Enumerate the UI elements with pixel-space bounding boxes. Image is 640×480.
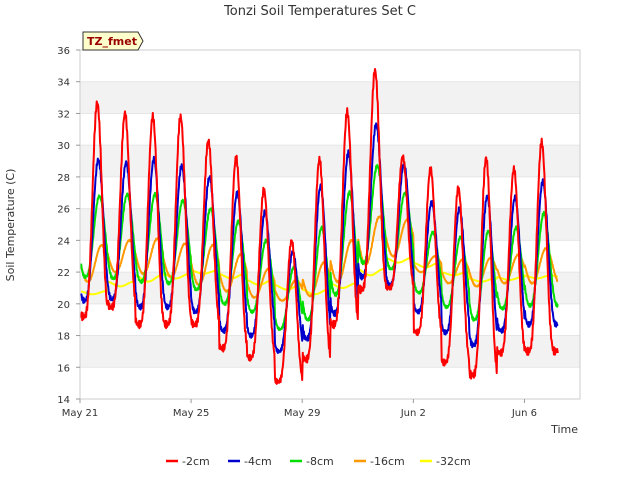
plot-frame [79, 49, 581, 400]
legend-label-minus-4cm: -4cm [244, 455, 272, 468]
y-tick-label: 18 [57, 332, 70, 343]
y-tick-label: 30 [57, 141, 70, 152]
grid-band [80, 208, 580, 241]
grid-band [80, 81, 580, 114]
series-line-minus-2cm [80, 68, 559, 385]
station-badge: TZ_fmet [82, 31, 144, 51]
chart-title: Tonzi Soil Temperatures Set C [223, 4, 416, 19]
x-tick-label: May 29 [284, 408, 321, 419]
x-axis-label: Time [550, 423, 578, 436]
series-layer [80, 68, 559, 385]
x-tick-label: May 25 [173, 408, 210, 419]
y-tick-label: 32 [57, 109, 70, 120]
x-tick-label: Jun 2 [400, 408, 426, 419]
legend-label-minus-32cm: -32cm [436, 455, 471, 468]
x-axis-ticks: May 21 May 25 May 29 Jun 2 Jun 6 [62, 399, 537, 419]
y-tick-label: 36 [57, 46, 70, 57]
y-tick-label: 34 [57, 78, 70, 89]
y-tick-label: 28 [57, 173, 70, 184]
y-axis-label: Soil Temperature (C) [4, 169, 17, 282]
x-tick-label: May 21 [62, 408, 99, 419]
station-badge-shape [82, 31, 144, 51]
y-axis-ticks: 14 16 18 20 22 24 26 28 30 32 34 36 [57, 46, 80, 406]
x-tick-label: Jun 6 [511, 408, 537, 419]
y-tick-label: 20 [57, 300, 70, 311]
grid-bands [80, 81, 580, 368]
y-tick-label: 24 [57, 236, 70, 247]
station-badge-label: TZ_fmet [87, 35, 137, 48]
y-tick-label: 22 [57, 268, 70, 279]
legend: -2cm -4cm -8cm -16cm -32cm [166, 455, 471, 468]
y-tick-label: 16 [57, 363, 70, 374]
y-tick-label: 26 [57, 205, 70, 216]
legend-label-minus-2cm: -2cm [182, 455, 210, 468]
legend-label-minus-8cm: -8cm [306, 455, 334, 468]
y-tick-label: 14 [57, 395, 70, 406]
grid-band [80, 145, 580, 177]
legend-label-minus-16cm: -16cm [370, 455, 405, 468]
